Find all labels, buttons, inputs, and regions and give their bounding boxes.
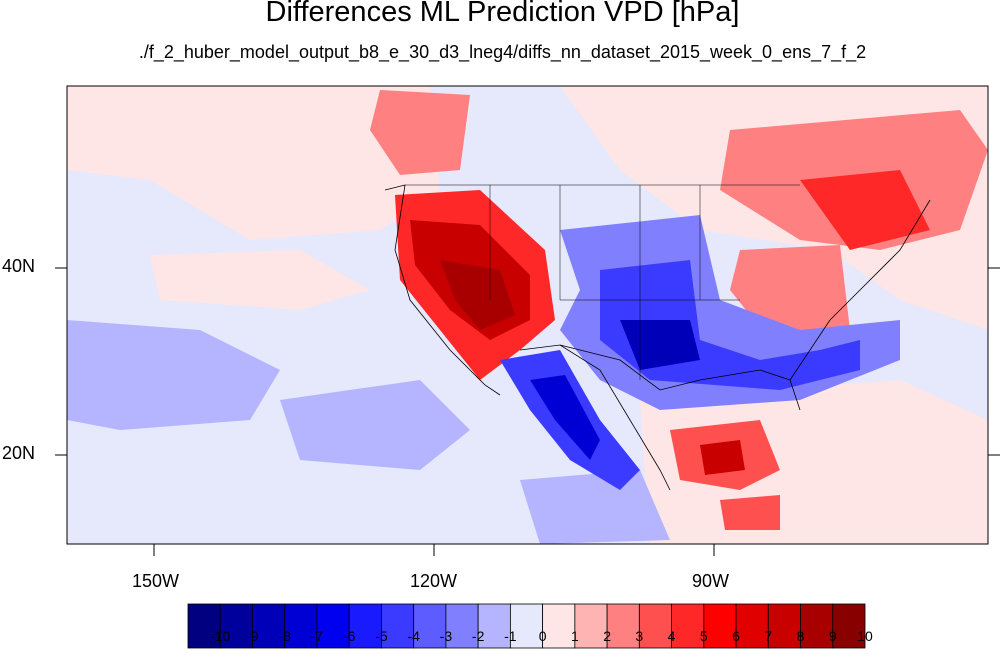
colorbar <box>187 603 866 649</box>
red-caribbean-core <box>700 440 745 475</box>
colorbar-label: 2 <box>603 628 611 644</box>
colorbar-label: 6 <box>732 628 740 644</box>
coastlines <box>384 184 931 491</box>
axis-ticks <box>55 267 1000 556</box>
red-bc <box>370 90 470 175</box>
red-south-caribbean <box>720 495 780 530</box>
map-frame <box>66 85 989 545</box>
colorbar-swatch <box>703 603 737 649</box>
colorbar-swatch <box>671 603 705 649</box>
colorbar-label: -8 <box>278 628 291 644</box>
red-northeast-core <box>800 170 930 250</box>
coastline-path <box>384 184 931 491</box>
colorbar-label: -1 <box>504 628 517 644</box>
colorbar-label: 10 <box>857 628 873 644</box>
plot-subtitle: ./f_2_huber_model_output_b8_e_30_d3_lneg… <box>138 42 867 62</box>
colorbar-label: 4 <box>667 628 676 644</box>
colorbar-swatch <box>381 603 415 649</box>
lon-label-90w: 90W <box>692 571 730 591</box>
colorbar-swatch <box>735 603 769 649</box>
lat-label-20n: 20N <box>2 443 36 463</box>
colorbar-label: -9 <box>246 628 259 644</box>
colorbar-label: 9 <box>828 628 837 644</box>
colorbar-swatch <box>187 603 221 649</box>
colorbar-label: -10 <box>210 628 231 644</box>
colorbar-label: -4 <box>407 628 420 644</box>
colorbar-swatch <box>509 603 544 649</box>
colorbar-label: -7 <box>310 628 324 644</box>
colorbar-swatch <box>638 603 672 649</box>
blue-central-pacific <box>280 380 470 470</box>
colorbar-label: 1 <box>570 628 579 644</box>
lon-label-120w: 120W <box>410 571 458 591</box>
colorbar-label: 8 <box>796 628 805 644</box>
blue-west-pacific <box>67 320 280 430</box>
pink-pacific-band <box>150 250 370 310</box>
colorbar-label: 7 <box>764 628 773 644</box>
colorbar-label: -6 <box>342 628 356 644</box>
colorbar-label: 3 <box>635 628 644 644</box>
colorbar-swatch <box>832 603 866 649</box>
blue-south <box>520 470 670 544</box>
colorbar-swatch <box>606 603 640 649</box>
plot-title: Differences ML Prediction VPD [hPa] <box>265 0 740 28</box>
colorbar-label: 5 <box>699 628 708 644</box>
colorbar-swatch <box>219 603 253 649</box>
colorbar-swatch <box>445 603 479 649</box>
colorbar-swatch <box>477 603 511 649</box>
red-western-us-peak <box>440 260 515 330</box>
lon-label-150w: 150W <box>132 571 180 591</box>
colorbar-label: -3 <box>439 628 453 644</box>
colorbar-swatch <box>574 603 608 649</box>
colorbar-swatch <box>413 603 447 649</box>
colorbar-label: -5 <box>375 628 388 644</box>
state-borders <box>405 184 800 380</box>
map-field <box>67 86 988 544</box>
lat-label-40n: 40N <box>2 256 36 276</box>
pink-north-pacific <box>67 86 440 240</box>
colorbar-label: 0 <box>538 628 547 644</box>
colorbar-swatch <box>252 603 286 649</box>
colorbar-swatch <box>767 603 801 649</box>
colorbar-label: -2 <box>471 628 485 644</box>
blue-mexico-core <box>530 375 600 460</box>
colorbar-swatch <box>800 603 834 649</box>
